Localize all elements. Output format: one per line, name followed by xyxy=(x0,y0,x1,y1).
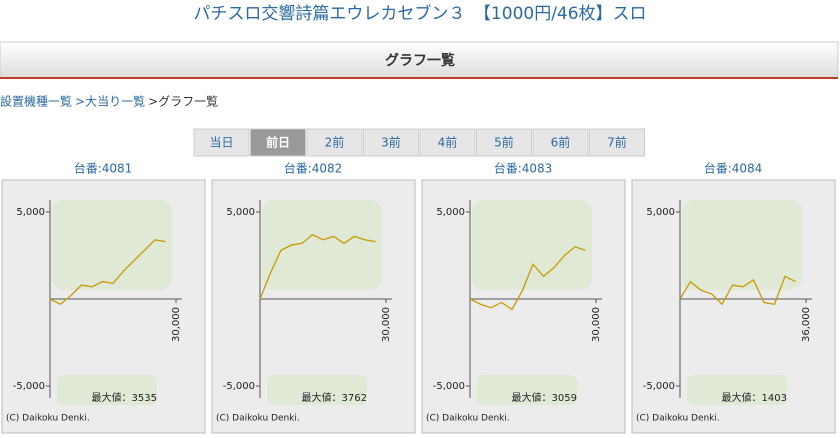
x-tick-label: 30,000 xyxy=(381,307,392,342)
tab[interactable] xyxy=(476,128,532,157)
header-bar xyxy=(0,41,839,79)
breadcrumb-link[interactable]: 設置機種一覧 xyxy=(0,94,72,109)
graph-decoration xyxy=(682,200,802,290)
max-value: 最大値：3762 xyxy=(302,391,367,404)
max-value: 最大値：1403 xyxy=(722,391,787,404)
graph-decoration xyxy=(472,200,592,290)
graph-line xyxy=(259,233,376,300)
panel-label[interactable]: 台番:4084 xyxy=(704,161,763,176)
credit: (C) Daikoku Denki. xyxy=(216,414,300,424)
x-tick-label: 30,000 xyxy=(591,307,602,342)
graph-decoration xyxy=(477,375,577,405)
graph: 5,000 -5,000 30,000 最大値：3535(C) Daikoku Den… xyxy=(1,179,206,434)
graph-decoration xyxy=(267,375,367,405)
graph-decoration xyxy=(262,200,382,290)
panel-label[interactable]: 台番:4081 xyxy=(74,161,133,176)
graph-decoration xyxy=(687,375,787,405)
tab-label[interactable]: 6前 xyxy=(551,135,571,150)
graph-line xyxy=(49,239,166,305)
tab[interactable] xyxy=(532,128,589,157)
tab[interactable] xyxy=(250,128,306,157)
credit: (C) Daikoku Denki. xyxy=(6,414,90,424)
credit: (C) Daikoku Denki. xyxy=(636,414,720,424)
graph: 5,000 -5,000 36,000 最大値：1403(C) Daikoku Den… xyxy=(631,179,836,434)
header-underline xyxy=(0,77,838,79)
x-tick-label: 30,000 xyxy=(171,307,182,342)
tab[interactable] xyxy=(419,128,476,157)
breadcrumb-link[interactable]: >大当り一覧 xyxy=(75,95,145,109)
tab-label[interactable]: 2前 xyxy=(325,135,345,150)
tab[interactable] xyxy=(363,128,419,157)
tab[interactable] xyxy=(589,128,645,157)
header-title: グラフ一覧 xyxy=(385,52,455,69)
tab-label[interactable]: 3前 xyxy=(381,135,401,150)
y-tick-label: 5,000 xyxy=(436,207,465,218)
graph: 5,000 -5,000 30,000 最大値：3762(C) Daikoku Den… xyxy=(211,179,416,434)
y-tick-label: -5,000 xyxy=(223,381,255,392)
credit: (C) Daikoku Denki. xyxy=(426,414,510,424)
y-tick-label: 5,000 xyxy=(16,207,45,218)
tab[interactable] xyxy=(306,128,363,157)
graph-decoration xyxy=(52,200,172,290)
graph: 5,000 -5,000 30,000 最大値：3059(C) Daikoku Den… xyxy=(421,179,626,434)
y-tick-label: -5,000 xyxy=(643,381,675,392)
tab-label[interactable]: 当日 xyxy=(209,136,233,150)
graph-line xyxy=(469,246,586,311)
max-value: 最大値：3059 xyxy=(512,391,577,404)
tab-label[interactable]: 5前 xyxy=(494,135,514,150)
y-tick-label: -5,000 xyxy=(433,381,465,392)
panel-label[interactable]: 台番:4083 xyxy=(494,161,553,176)
x-tick-label: 36,000 xyxy=(801,307,812,342)
tab-label[interactable]: 4前 xyxy=(438,135,458,150)
tab[interactable] xyxy=(193,128,250,157)
graph-line xyxy=(679,275,796,306)
y-tick-label: -5,000 xyxy=(13,381,45,392)
page-title: パチスロ交響詩篇エウレカセブン３ 【1000円/46枚】スロ xyxy=(193,3,646,24)
max-value: 最大値：3535 xyxy=(92,391,157,404)
breadcrumb-link: >グラフ一覧 xyxy=(148,95,218,109)
panel-label[interactable]: 台番:4082 xyxy=(284,161,343,176)
y-tick-label: 5,000 xyxy=(646,207,675,218)
tab-label[interactable]: 7前 xyxy=(607,135,627,150)
tab-label[interactable]: 前日 xyxy=(266,135,290,150)
graph-decoration xyxy=(57,375,157,405)
y-tick-label: 5,000 xyxy=(226,207,255,218)
